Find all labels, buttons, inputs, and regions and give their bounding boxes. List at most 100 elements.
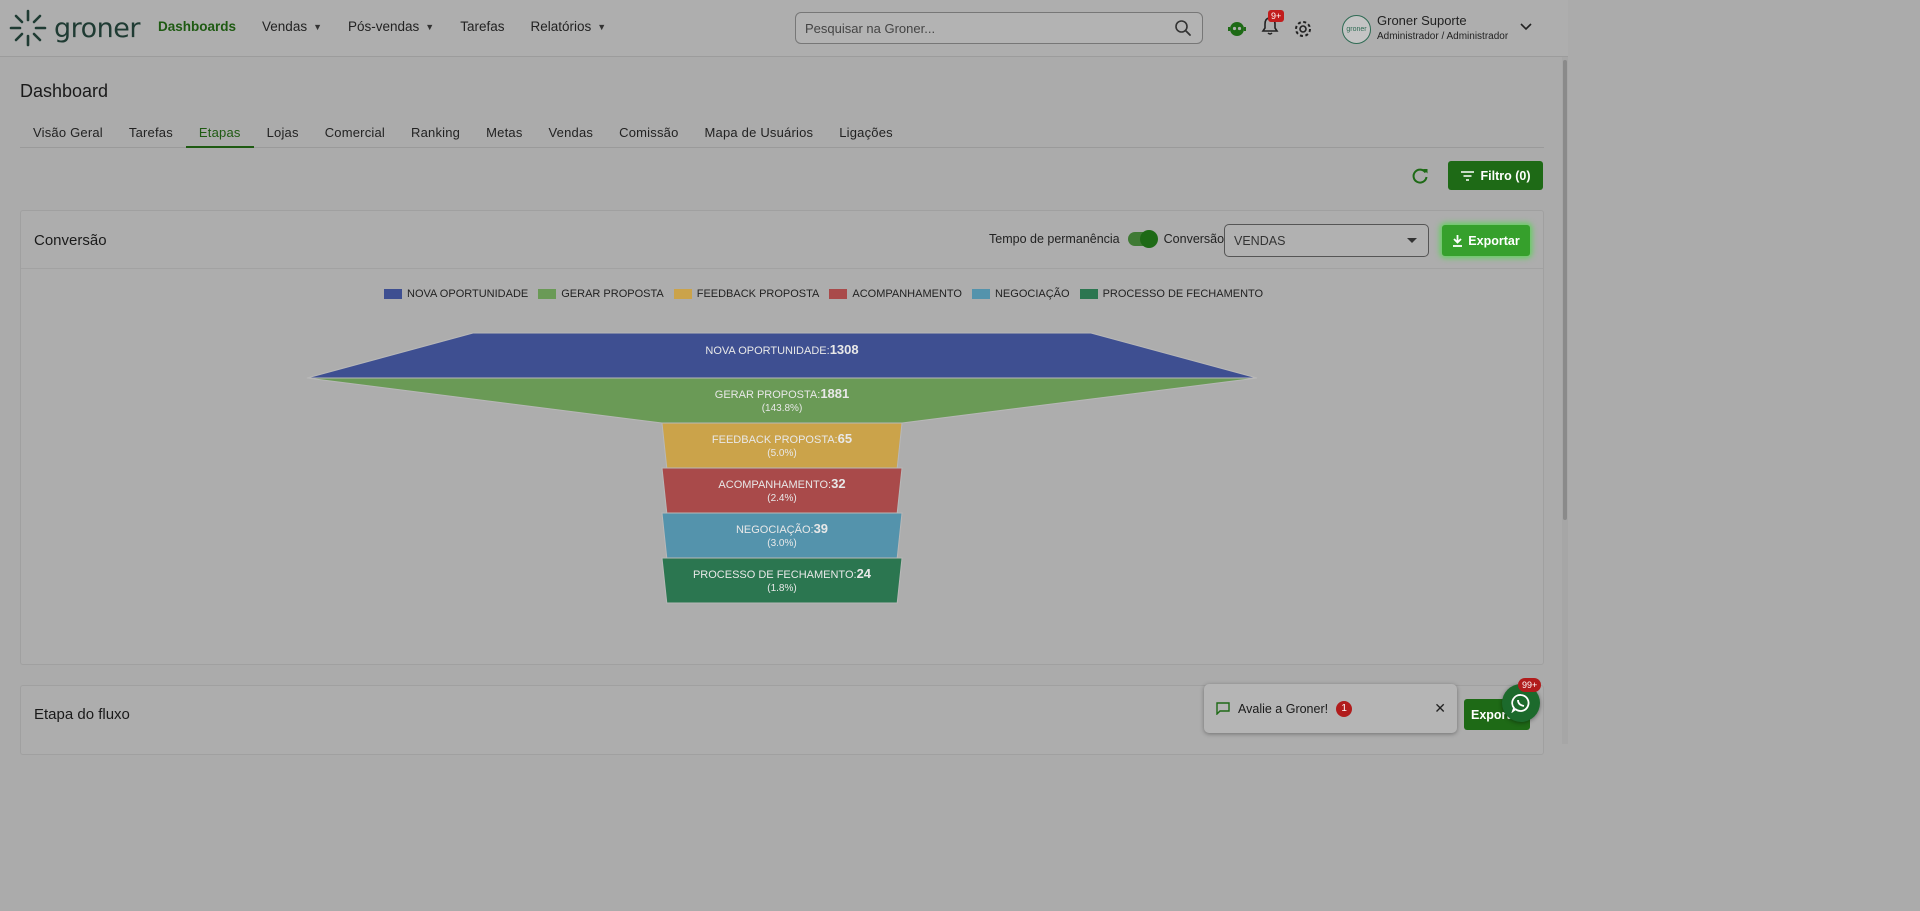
legend-swatch bbox=[829, 289, 848, 299]
tab-7[interactable]: Vendas bbox=[548, 125, 594, 140]
tab-10[interactable]: Ligações bbox=[839, 125, 893, 140]
pipeline-select-value: VENDAS bbox=[1234, 234, 1286, 248]
legend-label: GERAR PROPOSTA bbox=[561, 288, 664, 300]
chart-legend: NOVA OPORTUNIDADE GERAR PROPOSTA FEEDBACK … bbox=[384, 288, 1263, 300]
legend-item[interactable]: ACOMPANHAMENTO bbox=[829, 288, 962, 300]
caret-down-icon: ▼ bbox=[597, 21, 607, 32]
legend-swatch bbox=[538, 289, 557, 299]
tab-6[interactable]: Metas bbox=[486, 125, 523, 140]
toast-count-badge: 1 bbox=[1336, 700, 1353, 717]
conversion-card: Conversão Tempo de permanência Conversão… bbox=[20, 210, 1544, 665]
filter-label: Filtro (0) bbox=[1480, 168, 1531, 183]
legend-item[interactable]: NOVA OPORTUNIDADE bbox=[384, 288, 528, 300]
funnel-stage-label: NOVA OPORTUNIDADE:1308 bbox=[705, 342, 858, 357]
funnel-stage-percent: (1.8%) bbox=[767, 583, 796, 594]
top-bar: groner Dashboards Vendas ▼ Pós-vendas ▼ Taref… bbox=[0, 0, 1568, 57]
funnel-stage-label: NEGOCIAÇÃO:39 bbox=[736, 521, 828, 536]
close-icon[interactable]: ✕ bbox=[1434, 700, 1446, 716]
tab-5[interactable]: Ranking bbox=[411, 125, 461, 140]
filter-button[interactable]: Filtro (0) bbox=[1448, 161, 1543, 190]
main-nav: Dashboards Vendas ▼ Pós-vendas ▼ Tarefas Relat… bbox=[158, 19, 632, 34]
legend-swatch bbox=[673, 289, 692, 299]
toggle-left-label: Tempo de permanência bbox=[989, 232, 1120, 246]
groner-logo[interactable]: groner bbox=[8, 8, 141, 48]
nav-item-4[interactable]: Relatórios ▼ bbox=[531, 19, 607, 34]
user-menu[interactable]: groner Groner Suporte Administrador / Ad… bbox=[1342, 13, 1508, 45]
gear-icon[interactable] bbox=[1293, 19, 1313, 39]
caret-down-icon: ▼ bbox=[313, 21, 322, 32]
nav-item-0[interactable]: Dashboards bbox=[158, 19, 236, 34]
refresh-icon[interactable] bbox=[1410, 166, 1430, 186]
user-role: Administrador / Administrador bbox=[1377, 31, 1509, 42]
funnel-stage-percent: (5.0%) bbox=[767, 448, 796, 459]
tab-8[interactable]: Comissão bbox=[619, 125, 679, 140]
funnel-stage-label: FEEDBACK PROPOSTA:65 bbox=[712, 431, 852, 446]
legend-label: PROCESSO DE FECHAMENTO bbox=[1102, 288, 1264, 300]
search-icon[interactable] bbox=[1174, 19, 1192, 37]
whatsapp-badge: 99+ bbox=[1518, 678, 1542, 692]
chat-icon bbox=[1216, 702, 1230, 715]
legend-label: ACOMPANHAMENTO bbox=[852, 288, 962, 300]
legend-label: FEEDBACK PROPOSTA bbox=[696, 288, 820, 300]
nav-item-label: Tarefas bbox=[460, 19, 505, 34]
legend-item[interactable]: FEEDBACK PROPOSTA bbox=[673, 288, 820, 300]
page-title: Dashboard bbox=[20, 81, 109, 101]
nav-item-label: Dashboards bbox=[158, 19, 237, 34]
download-icon bbox=[1453, 234, 1463, 247]
dropdown-arrow-icon bbox=[1407, 238, 1417, 243]
legend-label: NOVA OPORTUNIDADE bbox=[407, 288, 529, 300]
legend-label: NEGOCIAÇÃO bbox=[994, 288, 1070, 300]
nav-item-label: Pós-vendas bbox=[348, 19, 420, 34]
toggle-knob bbox=[1139, 230, 1158, 248]
tab-3[interactable]: Lojas bbox=[266, 125, 299, 140]
search-input[interactable] bbox=[805, 20, 1165, 36]
robot-icon[interactable] bbox=[1227, 19, 1247, 39]
funnel-stage-label: ACOMPANHAMENTO:32 bbox=[718, 476, 845, 491]
export-button[interactable]: Exportar bbox=[1442, 225, 1530, 256]
funnel-stage-label: PROCESSO DE FECHAMENTO:24 bbox=[693, 566, 872, 581]
dashboard-tabs: Visão Geral Tarefas Etapas Lojas Comercial Ra… bbox=[20, 118, 1544, 148]
toggle-right-label: Conversão bbox=[1163, 232, 1225, 246]
funnel-chart: NOVA OPORTUNIDADE:1308 GERAR PROPOSTA:188… bbox=[306, 332, 1258, 604]
caret-down-icon: ▼ bbox=[425, 21, 435, 32]
whatsapp-icon bbox=[1511, 694, 1530, 713]
notification-badge: 9+ bbox=[1268, 10, 1285, 22]
funnel-stage-label: GERAR PROPOSTA:1881 bbox=[715, 386, 849, 401]
logo-text: groner bbox=[54, 12, 141, 44]
tab-9[interactable]: Mapa de Usuários bbox=[704, 125, 814, 140]
tab-0[interactable]: Visão Geral bbox=[33, 125, 103, 140]
nav-item-3[interactable]: Tarefas bbox=[460, 19, 504, 34]
legend-swatch bbox=[1079, 289, 1098, 299]
user-name: Groner Suporte bbox=[1377, 13, 1467, 28]
legend-item[interactable]: GERAR PROPOSTA bbox=[538, 288, 664, 300]
tab-1[interactable]: Tarefas bbox=[128, 125, 173, 140]
feedback-toast[interactable]: Avalie a Groner! 1 ✕ bbox=[1204, 684, 1457, 733]
mode-toggle-group: Tempo de permanência Conversão bbox=[989, 230, 1225, 248]
nav-item-2[interactable]: Pós-vendas ▼ bbox=[348, 19, 434, 34]
tab-4[interactable]: Comercial bbox=[324, 125, 386, 140]
avatar: groner bbox=[1342, 14, 1371, 44]
notifications-button[interactable]: 9+ bbox=[1261, 10, 1285, 41]
export-label: Exportar bbox=[1468, 233, 1520, 248]
nav-item-1[interactable]: Vendas ▼ bbox=[262, 19, 322, 34]
nav-item-label: Vendas bbox=[262, 19, 308, 34]
pipeline-select[interactable]: VENDAS bbox=[1224, 224, 1429, 257]
funnel-stage-percent: (2.4%) bbox=[767, 493, 796, 504]
filter-icon bbox=[1460, 170, 1474, 181]
chevron-down-icon[interactable] bbox=[1519, 20, 1533, 34]
page-scrollbar-thumb[interactable] bbox=[1563, 60, 1567, 520]
nav-item-label: Relatórios bbox=[530, 19, 592, 34]
legend-swatch bbox=[384, 289, 402, 299]
funnel-stage-percent: (143.8%) bbox=[762, 403, 803, 414]
groner-logo-icon bbox=[9, 9, 47, 47]
funnel-stage-percent: (3.0%) bbox=[767, 538, 796, 549]
top-icons: 9+ bbox=[1227, 10, 1313, 41]
conversion-title: Conversão bbox=[34, 232, 107, 249]
funnel-stage[interactable] bbox=[661, 557, 903, 604]
search-box[interactable] bbox=[795, 12, 1203, 44]
legend-item[interactable]: PROCESSO DE FECHAMENTO bbox=[1079, 288, 1264, 300]
legend-item[interactable]: NEGOCIAÇÃO bbox=[971, 288, 1070, 300]
conversion-card-header: Conversão Tempo de permanência Conversão… bbox=[21, 211, 1543, 269]
mode-toggle[interactable] bbox=[1127, 230, 1158, 248]
tab-2[interactable]: Etapas bbox=[185, 118, 254, 148]
